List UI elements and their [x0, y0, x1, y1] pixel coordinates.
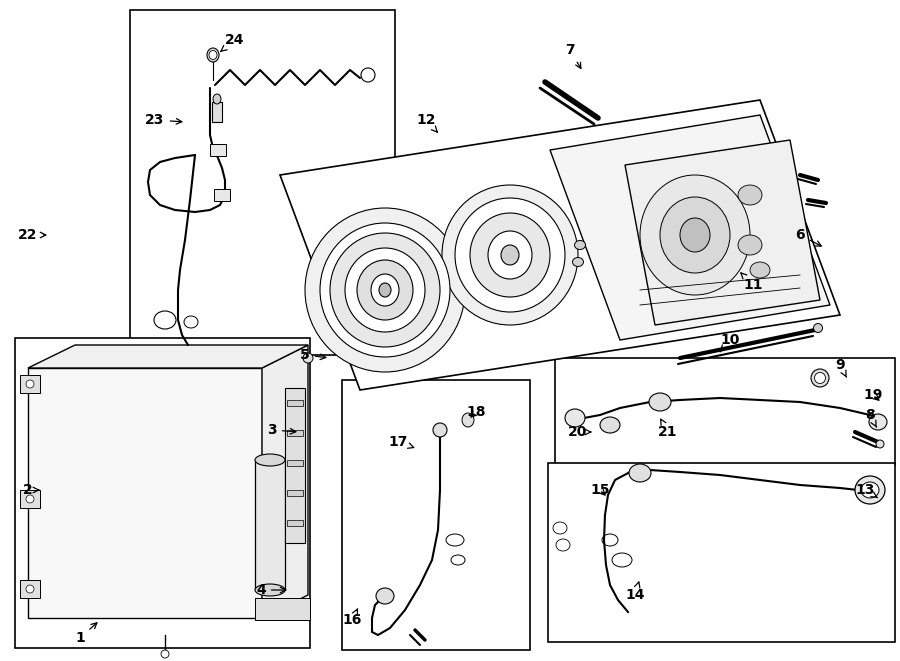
Text: 24: 24: [220, 33, 245, 52]
Polygon shape: [262, 345, 308, 618]
Text: 3: 3: [267, 423, 296, 437]
Text: 15: 15: [590, 483, 610, 497]
Text: 7: 7: [565, 43, 581, 68]
Ellipse shape: [209, 50, 217, 59]
Ellipse shape: [861, 482, 879, 498]
Ellipse shape: [876, 440, 884, 448]
Bar: [285, 388, 305, 543]
Text: 13: 13: [855, 483, 878, 498]
Ellipse shape: [320, 223, 450, 357]
Ellipse shape: [660, 197, 730, 273]
Text: 8: 8: [865, 408, 877, 427]
Bar: [20, 375, 40, 393]
Text: 11: 11: [741, 273, 763, 292]
Ellipse shape: [814, 373, 825, 383]
Bar: [212, 102, 222, 122]
Ellipse shape: [303, 353, 313, 363]
Ellipse shape: [855, 476, 885, 504]
Ellipse shape: [207, 48, 219, 62]
Ellipse shape: [154, 311, 176, 329]
Text: 1: 1: [75, 623, 97, 645]
Text: 14: 14: [626, 582, 644, 602]
Ellipse shape: [455, 198, 565, 312]
Polygon shape: [280, 100, 840, 390]
Ellipse shape: [470, 213, 550, 297]
Ellipse shape: [600, 417, 620, 433]
Bar: [130, 10, 395, 355]
Ellipse shape: [738, 235, 762, 255]
Ellipse shape: [680, 218, 710, 252]
Text: 9: 9: [835, 358, 847, 377]
Text: 19: 19: [863, 388, 883, 402]
Text: 23: 23: [145, 113, 182, 127]
Text: 18: 18: [466, 405, 486, 419]
Ellipse shape: [462, 413, 474, 427]
Polygon shape: [625, 140, 820, 325]
Ellipse shape: [572, 258, 583, 266]
Ellipse shape: [565, 409, 585, 427]
Ellipse shape: [501, 245, 519, 265]
Ellipse shape: [649, 393, 671, 411]
Bar: [214, 189, 230, 201]
Ellipse shape: [361, 68, 375, 82]
Polygon shape: [28, 345, 308, 368]
Ellipse shape: [811, 369, 829, 387]
Ellipse shape: [814, 323, 823, 332]
Ellipse shape: [330, 233, 440, 347]
Ellipse shape: [26, 585, 34, 593]
Ellipse shape: [433, 423, 447, 437]
Ellipse shape: [488, 231, 532, 279]
Ellipse shape: [345, 248, 425, 332]
Text: 5: 5: [300, 348, 326, 362]
Bar: [287, 460, 303, 466]
Ellipse shape: [26, 380, 34, 388]
Text: 10: 10: [720, 333, 740, 352]
Text: 20: 20: [568, 425, 591, 439]
Text: 4: 4: [256, 583, 286, 597]
Ellipse shape: [357, 260, 413, 320]
Bar: [342, 380, 530, 650]
Ellipse shape: [26, 495, 34, 503]
Bar: [287, 430, 303, 436]
Ellipse shape: [869, 414, 887, 430]
Bar: [20, 490, 40, 508]
Text: 2: 2: [23, 483, 39, 497]
Ellipse shape: [213, 94, 221, 104]
Ellipse shape: [379, 283, 391, 297]
Text: 6: 6: [796, 228, 822, 246]
Ellipse shape: [442, 185, 578, 325]
Ellipse shape: [574, 241, 586, 249]
Bar: [210, 144, 226, 156]
Bar: [548, 463, 895, 642]
Text: 21: 21: [658, 419, 678, 439]
Text: 22: 22: [18, 228, 46, 242]
Bar: [287, 490, 303, 496]
Text: 16: 16: [342, 609, 362, 627]
Ellipse shape: [738, 185, 762, 205]
Ellipse shape: [255, 584, 285, 596]
Bar: [15, 338, 310, 648]
Bar: [255, 460, 285, 590]
Ellipse shape: [629, 464, 651, 482]
Polygon shape: [550, 115, 830, 340]
Ellipse shape: [161, 650, 169, 658]
Ellipse shape: [305, 208, 465, 372]
Bar: [287, 400, 303, 406]
Ellipse shape: [255, 454, 285, 466]
Text: 12: 12: [416, 113, 437, 132]
Text: 17: 17: [388, 435, 414, 449]
Bar: [287, 520, 303, 526]
Bar: [555, 358, 895, 465]
Ellipse shape: [184, 316, 198, 328]
Bar: [255, 598, 310, 620]
Ellipse shape: [750, 262, 770, 278]
Polygon shape: [28, 368, 262, 618]
Bar: [20, 580, 40, 598]
Ellipse shape: [376, 588, 394, 604]
Ellipse shape: [640, 175, 750, 295]
Ellipse shape: [371, 274, 399, 306]
